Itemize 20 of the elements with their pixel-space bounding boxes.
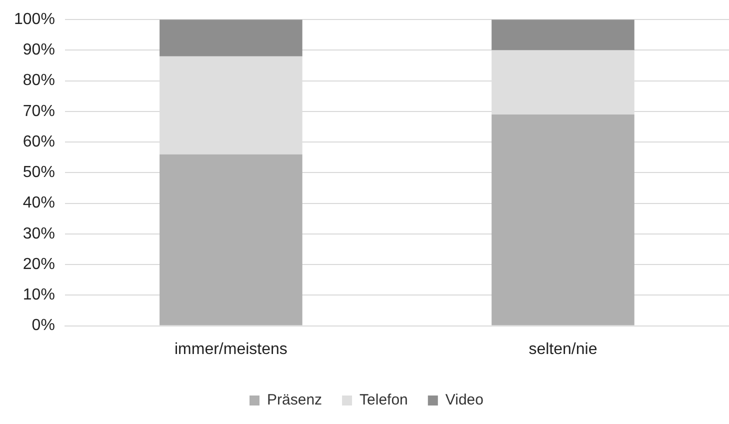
legend-label: Präsenz — [267, 392, 322, 409]
y-tick-label: 70% — [22, 102, 55, 120]
bar — [492, 20, 634, 50]
y-tick-label: 60% — [22, 133, 55, 150]
legend-label: Telefon — [360, 392, 408, 409]
bar — [492, 114, 634, 326]
bar — [160, 20, 302, 56]
y-tick-label: 80% — [22, 72, 55, 90]
y-tick-label: 40% — [22, 194, 55, 212]
bar — [160, 154, 302, 326]
x-tick-label: immer/meistens — [174, 340, 288, 358]
x-tick-label: selten/nie — [528, 340, 598, 358]
y-tick-label: 100% — [14, 11, 55, 28]
y-tick-label: 50% — [22, 164, 55, 182]
y-tick-label: 0% — [32, 317, 55, 334]
y-tick-label: 10% — [22, 286, 55, 304]
y-tick-label: 30% — [22, 225, 55, 242]
legend-label: Video — [445, 392, 484, 409]
y-tick-label: 90% — [22, 42, 55, 59]
y-tick-label: 20% — [22, 256, 55, 273]
